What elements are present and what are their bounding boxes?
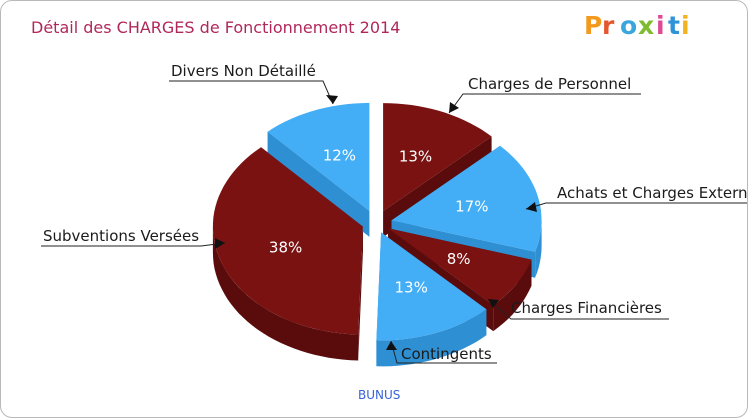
pie-slice-side	[535, 220, 542, 278]
pie-slice	[267, 102, 370, 211]
arrow-personnel	[449, 102, 459, 113]
category-label-achats: Achats et Charges Externes	[557, 184, 748, 202]
logo-letter: x	[638, 11, 654, 40]
arrow-divers	[326, 95, 338, 104]
category-label-subventions: Subventions Versées	[43, 227, 199, 245]
category-label-financieres: Charges Financières	[511, 299, 662, 317]
pie-slice	[376, 232, 487, 341]
leader-line-achats	[525, 202, 747, 210]
logo-letter: i	[681, 11, 690, 40]
pie-slice-wall	[358, 226, 363, 361]
pie-slice-side	[376, 309, 487, 367]
logo-letter: r	[602, 11, 615, 40]
leader-line-financieres	[487, 298, 669, 320]
arrow-subventions	[215, 238, 225, 249]
city-label: BUNUS	[358, 388, 400, 402]
slice-percent-label: 8%	[447, 250, 471, 268]
arrow-achats	[526, 202, 537, 212]
arrow-financieres	[488, 299, 499, 308]
category-label-divers: Divers Non Détaillé	[171, 62, 316, 80]
slice-percent-label: 13%	[395, 279, 428, 297]
category-label-personnel: Charges de Personnel	[468, 75, 631, 93]
logo-letter: o	[620, 11, 637, 40]
pie-slice-wall	[267, 131, 370, 237]
leader-arrowheads	[215, 95, 537, 350]
pie-slice	[212, 147, 363, 335]
chart-title: Détail des CHARGES de Fonctionnement 201…	[31, 18, 400, 37]
slice-percent-label: 38%	[269, 238, 302, 256]
slice-percent-labels: 13% 17% 8% 13% 38% 12%	[269, 147, 489, 297]
leader-line-divers	[169, 80, 334, 105]
leader-line-personnel	[448, 93, 641, 114]
logo-letter: t	[668, 11, 680, 40]
pie-slice	[391, 145, 542, 252]
slice-percent-label: 17%	[455, 198, 488, 216]
category-label-contingents: Contingents	[401, 345, 492, 363]
slice-percent-label: 13%	[399, 148, 432, 166]
pie-slice-side	[212, 226, 359, 361]
logo-letter: i	[656, 11, 665, 40]
pie-slice	[383, 103, 492, 212]
pie-slice	[387, 228, 532, 306]
logo-letter: P	[584, 11, 602, 40]
arrow-contingents	[386, 341, 397, 350]
slice-percent-label: 12%	[323, 147, 356, 165]
pie-slices	[212, 102, 542, 341]
